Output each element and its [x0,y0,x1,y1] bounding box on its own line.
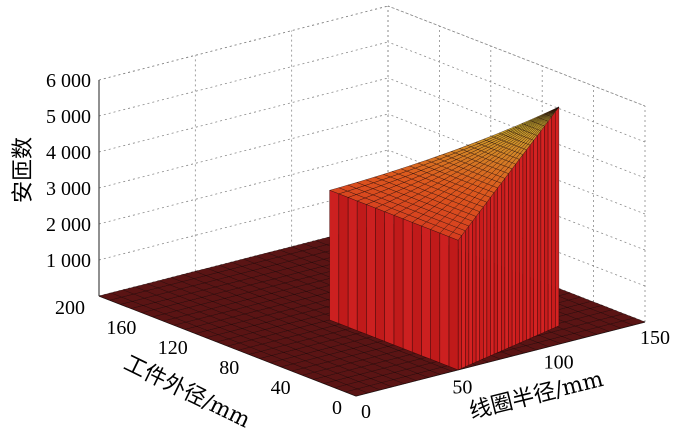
surface-wall [551,111,556,330]
surface-wall [465,225,470,367]
x-tick-label: 0 [361,401,371,423]
grid-line [387,5,646,107]
surface-wall [468,220,473,366]
x-tick-label: 50 [452,376,472,398]
x-tick-label: 150 [640,327,670,349]
tick-labels: 1 000 2 000 3 000 4 000 5 000 6 000 0 40 80 120 16… [46,70,670,423]
surface-left-face [439,232,450,367]
surface-wall [544,120,549,333]
surface-wall [519,154,524,344]
grid-line [98,5,389,81]
surface-wall [504,173,509,350]
surface-left-face [338,193,349,328]
grid-line [98,5,389,81]
grid-line [98,41,389,117]
surface-left-face [375,207,385,342]
surface-left-face [448,236,459,371]
grid-line [387,5,646,107]
surface-left-face [402,218,413,353]
surface-left-face [347,197,358,331]
grid-line [387,77,646,179]
z-tick-label: 5 000 [46,106,91,128]
y-tick-label: 40 [271,377,291,399]
y-tick-label: 80 [219,357,239,379]
surface-wall [497,182,502,353]
y-tick-label: 120 [158,337,188,359]
surface-wall [501,177,506,352]
z-tick-label: 4 000 [46,142,91,164]
surface-left-face [356,200,367,335]
x-axis-label: 线圈半径/mm [467,367,606,424]
surface-wall [555,106,560,328]
z-tick-label: 2 000 [46,214,91,236]
surface-wall [515,158,520,345]
surface-left-face [412,222,422,356]
surface-wall [508,168,513,349]
surface-wall [537,130,542,336]
surface-wall [486,196,491,358]
grid-line [387,113,646,215]
surface [98,106,646,397]
surface-wall [511,163,516,347]
y-tick-label: 200 [55,297,85,319]
y-tick-label: 160 [106,317,136,339]
surface-wall [540,125,545,334]
z-tick-label: 3 000 [46,178,91,200]
z-tick-label: 6 000 [46,70,91,92]
surface-left-face [393,215,404,349]
surface-wall [483,201,488,360]
surface-wall [547,115,552,331]
z-axis-label: 安匝数 [11,137,36,203]
surface-wall [493,187,498,355]
z-tick-label: 1 000 [46,250,91,272]
surface-wall [461,230,466,369]
surface-left-face [430,229,440,363]
grid-line [98,113,389,189]
grid-line [387,185,646,287]
surface-top [551,106,559,111]
x-tick-label: 100 [544,352,574,374]
surface-wall [457,234,462,371]
surface-left-face [421,225,431,360]
surface-left-face [329,190,339,324]
grid-line [98,77,389,153]
surface-wall [475,211,480,363]
grid-line [387,41,646,143]
surface-wall [479,206,484,361]
surface-wall [533,134,538,338]
surface-wall [529,139,534,339]
surface-wall [472,215,477,364]
surface-wall [490,192,495,356]
surface-wall [526,144,531,341]
surface-wall [522,149,527,342]
grid-line [387,149,646,251]
y-tick-label: 0 [332,397,342,419]
surface-left-face [384,211,395,346]
surface-left-face [366,204,376,338]
